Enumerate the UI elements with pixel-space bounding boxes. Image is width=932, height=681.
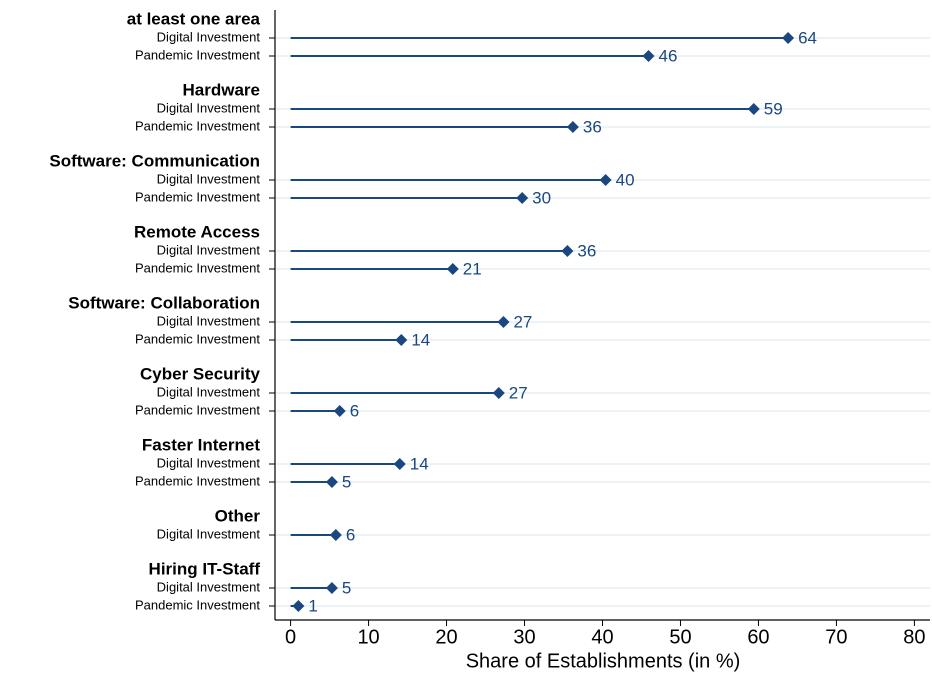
value-label: 14 [410, 454, 429, 473]
marker [497, 316, 510, 328]
row-label: Pandemic Investment [135, 402, 260, 417]
marker [566, 121, 579, 133]
x-tick-label: 70 [825, 626, 847, 648]
value-label: 27 [509, 383, 528, 402]
marker [561, 245, 574, 257]
value-label: 21 [463, 259, 482, 278]
marker [782, 32, 795, 44]
x-tick-label: 0 [285, 626, 296, 648]
value-label: 27 [513, 312, 532, 331]
x-tick-label: 20 [435, 626, 457, 648]
marker [329, 529, 342, 541]
row-label: Pandemic Investment [135, 597, 260, 612]
row-label: Pandemic Investment [135, 47, 260, 62]
row-label: Pandemic Investment [135, 118, 260, 133]
row-label: Digital Investment [157, 313, 261, 328]
row-label: Pandemic Investment [135, 473, 260, 488]
marker [516, 192, 529, 204]
value-label: 6 [350, 401, 359, 420]
row-label: Digital Investment [157, 526, 261, 541]
group-label: Faster Internet [142, 435, 260, 454]
x-axis-label: Share of Establishments (in %) [466, 650, 741, 672]
value-label: 59 [764, 99, 783, 118]
x-tick-label: 60 [747, 626, 769, 648]
marker [599, 174, 612, 186]
marker [395, 334, 408, 346]
x-tick-label: 80 [903, 626, 925, 648]
marker [325, 476, 338, 488]
row-label: Pandemic Investment [135, 189, 260, 204]
value-label: 36 [583, 117, 602, 136]
marker [747, 103, 760, 115]
x-tick-label: 30 [513, 626, 535, 648]
x-tick-label: 50 [669, 626, 691, 648]
row-label: Digital Investment [157, 100, 261, 115]
row-label: Digital Investment [157, 29, 261, 44]
marker [642, 50, 655, 62]
group-label: Hardware [183, 80, 260, 99]
row-label: Digital Investment [157, 579, 261, 594]
value-label: 14 [411, 330, 430, 349]
value-label: 40 [616, 170, 635, 189]
value-label: 64 [798, 28, 817, 47]
row-label: Digital Investment [157, 171, 261, 186]
value-label: 1 [308, 596, 317, 615]
x-tick-label: 10 [357, 626, 379, 648]
group-label: Cyber Security [140, 364, 261, 383]
group-label: Hiring IT-Staff [149, 559, 261, 578]
value-label: 5 [342, 472, 351, 491]
row-label: Digital Investment [157, 242, 261, 257]
group-label: Software: Communication [49, 151, 260, 170]
marker [292, 600, 305, 612]
x-tick-label: 40 [591, 626, 613, 648]
group-label: Remote Access [134, 222, 260, 241]
value-label: 6 [346, 525, 355, 544]
marker [325, 582, 338, 594]
value-label: 30 [532, 188, 551, 207]
group-label: at least one area [127, 9, 261, 28]
marker [446, 263, 459, 275]
marker [393, 458, 406, 470]
marker [333, 405, 346, 417]
row-label: Digital Investment [157, 455, 261, 470]
row-label: Digital Investment [157, 384, 261, 399]
marker [492, 387, 505, 399]
value-label: 5 [342, 578, 351, 597]
group-label: Software: Collaboration [68, 293, 260, 312]
value-label: 36 [577, 241, 596, 260]
value-label: 46 [659, 46, 678, 65]
group-label: Other [215, 506, 261, 525]
row-label: Pandemic Investment [135, 260, 260, 275]
row-label: Pandemic Investment [135, 331, 260, 346]
